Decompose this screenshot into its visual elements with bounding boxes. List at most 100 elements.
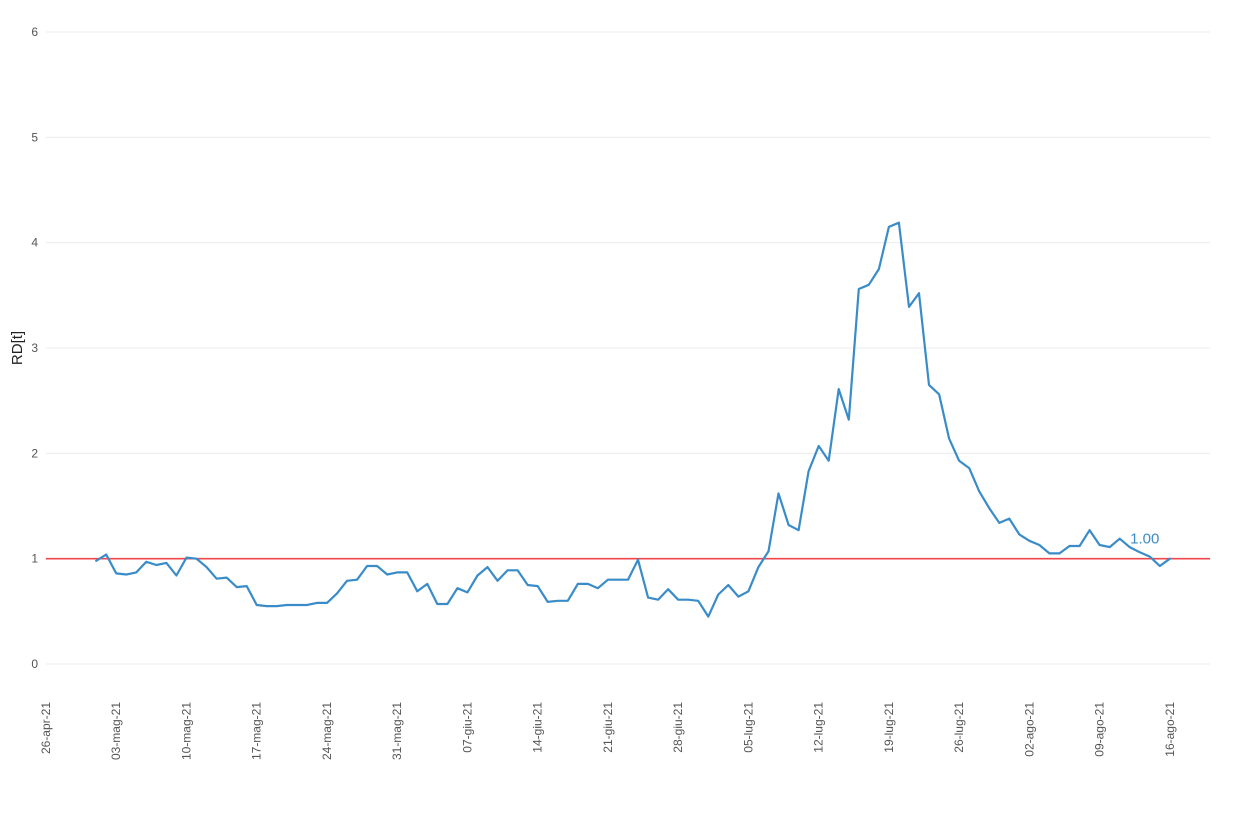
- data-point: [366, 565, 368, 567]
- data-point: [507, 569, 509, 571]
- data-point: [928, 384, 930, 386]
- data-point: [135, 571, 137, 574]
- data-point: [888, 226, 890, 228]
- x-tick-label: 21-giu-21: [601, 702, 615, 753]
- y-tick-label: 6: [31, 25, 38, 39]
- data-point: [978, 490, 980, 492]
- data-point: [737, 596, 740, 598]
- data-point: [627, 579, 629, 581]
- x-tick-label: 26-lug-21: [952, 702, 966, 753]
- data-point: [717, 593, 719, 596]
- data-point: [336, 592, 338, 595]
- data-point: [1159, 565, 1161, 567]
- data-point: [617, 579, 619, 581]
- data-point: [838, 388, 840, 390]
- data-point: [286, 604, 288, 606]
- data-point: [497, 580, 499, 582]
- data-point: [406, 571, 408, 574]
- data-point: [306, 604, 308, 606]
- data-point: [276, 605, 278, 607]
- data-point: [456, 587, 458, 589]
- x-tick-label: 24-mag-21: [320, 702, 334, 760]
- series-group: [95, 221, 1172, 618]
- data-point: [175, 574, 177, 577]
- data-point: [657, 599, 659, 601]
- data-point: [597, 587, 599, 589]
- data-point: [1028, 540, 1030, 542]
- x-axis-tick-labels: 26-apr-21 03-mag-21 10-mag-21 17-mag-21 24-m…: [39, 702, 1177, 760]
- data-point: [326, 602, 328, 604]
- data-point: [818, 445, 820, 447]
- grid-lines: [46, 31, 1210, 665]
- data-point: [1038, 544, 1040, 546]
- data-point: [948, 438, 950, 440]
- data-point: [1149, 556, 1151, 558]
- data-point: [868, 284, 870, 286]
- data-point: [416, 590, 418, 592]
- data-point: [1109, 546, 1111, 548]
- data-point: [216, 578, 218, 580]
- data-point: [105, 553, 107, 556]
- x-tick-label: 17-mag-21: [250, 702, 264, 760]
- x-tick-label: 16-ago-21: [1163, 702, 1177, 757]
- data-point: [988, 507, 990, 509]
- end-value-annotation: 1.00: [1130, 531, 1159, 548]
- data-point: [898, 222, 900, 224]
- data-point: [486, 566, 489, 568]
- data-point: [788, 524, 790, 526]
- data-point: [145, 561, 147, 563]
- data-point: [647, 597, 649, 599]
- data-point: [878, 268, 880, 270]
- data-point: [767, 550, 770, 552]
- data-point: [206, 566, 208, 568]
- data-point: [677, 599, 679, 601]
- data-point: [446, 603, 448, 605]
- x-tick-label: 28-giu-21: [671, 702, 685, 753]
- data-point: [938, 393, 940, 395]
- x-tick-label: 12-lug-21: [812, 702, 826, 753]
- data-point: [316, 602, 318, 604]
- data-point: [1089, 529, 1091, 531]
- x-tick-label: 07-giu-21: [460, 702, 474, 753]
- data-point: [908, 306, 910, 308]
- data-point: [346, 580, 348, 582]
- data-point: [1068, 545, 1071, 547]
- data-point: [577, 583, 579, 585]
- data-point: [757, 566, 760, 568]
- data-point: [426, 583, 428, 585]
- data-point: [557, 600, 559, 602]
- x-tick-label: 26-apr-21: [39, 702, 53, 754]
- data-point: [1129, 546, 1131, 548]
- data-point: [697, 600, 699, 602]
- series-line: [95, 221, 1172, 618]
- data-point: [396, 571, 398, 574]
- data-point: [637, 559, 639, 561]
- data-point: [1119, 538, 1121, 540]
- data-point: [567, 600, 569, 602]
- y-axis-tick-labels: 0 1 2 3 4 5 6: [31, 25, 38, 671]
- data-point: [466, 591, 468, 594]
- data-point: [808, 470, 810, 472]
- data-point: [587, 583, 589, 585]
- data-point: [386, 573, 388, 576]
- data-point: [1018, 533, 1020, 536]
- data-point: [667, 588, 669, 590]
- data-point: [1058, 552, 1061, 555]
- data-point: [687, 599, 689, 601]
- data-point: [527, 584, 529, 586]
- x-tick-label: 09-ago-21: [1093, 702, 1107, 757]
- data-point: [998, 522, 1000, 524]
- x-tick-label: 14-giu-21: [531, 702, 545, 753]
- y-axis-label: RD[t]: [9, 331, 26, 365]
- data-point: [828, 460, 830, 462]
- y-tick-label: 4: [31, 236, 38, 250]
- data-point: [115, 572, 117, 575]
- data-point: [95, 560, 97, 562]
- data-point: [1008, 518, 1010, 520]
- data-point: [356, 579, 358, 581]
- data-point: [125, 573, 127, 576]
- data-point: [436, 603, 438, 605]
- data-point: [246, 585, 248, 587]
